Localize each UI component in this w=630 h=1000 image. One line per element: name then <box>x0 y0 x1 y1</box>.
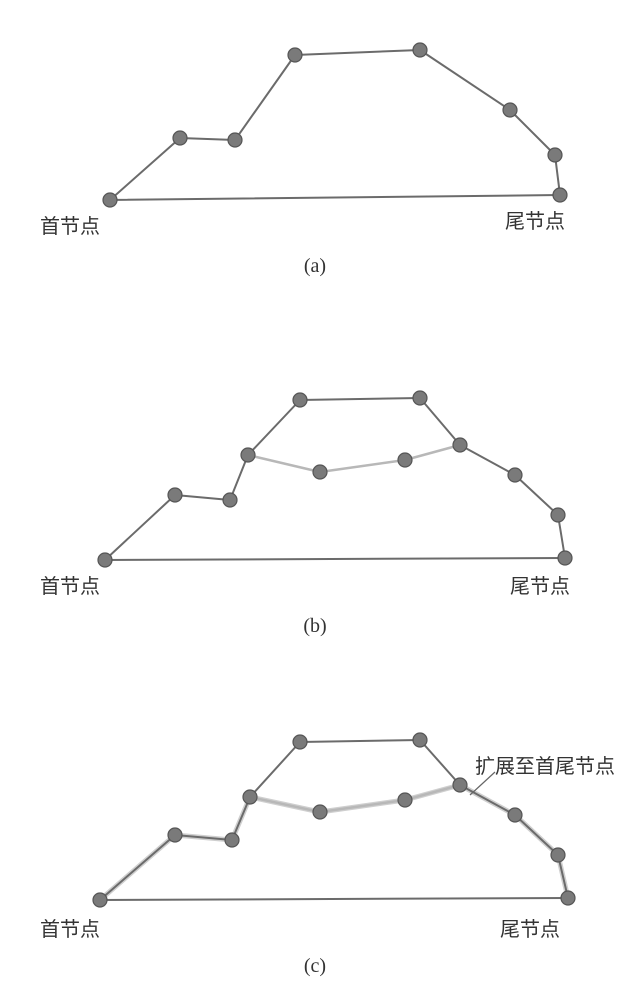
graph-svg-a <box>0 20 630 220</box>
graph-node <box>413 43 427 57</box>
edge <box>420 398 460 445</box>
panel-b: 首节点尾节点 <box>0 360 630 580</box>
diagram-container: 首节点尾节点(a)首节点尾节点(b)首节点尾节点扩展至首尾节点(c) <box>0 0 630 1000</box>
graph-node <box>228 133 242 147</box>
edge <box>515 815 558 855</box>
graph-node <box>293 735 307 749</box>
graph-node <box>173 131 187 145</box>
graph-node <box>223 493 237 507</box>
graph-svg-b <box>0 360 630 580</box>
edge <box>105 558 565 560</box>
edge <box>105 495 175 560</box>
inner-edge <box>250 797 320 812</box>
edge <box>180 138 235 140</box>
panel-caption-a: (a) <box>0 255 630 278</box>
graph-node <box>398 453 412 467</box>
node-label: 扩展至首尾节点 <box>475 750 615 779</box>
graph-node <box>551 508 565 522</box>
edge <box>110 195 560 200</box>
graph-node <box>508 808 522 822</box>
graph-node <box>313 805 327 819</box>
node-label: 尾节点 <box>510 570 570 599</box>
panel-c: 首节点尾节点扩展至首尾节点 <box>0 700 630 920</box>
graph-node <box>398 793 412 807</box>
edge <box>100 835 175 900</box>
graph-node <box>241 448 255 462</box>
edge <box>460 785 515 815</box>
graph-node <box>168 488 182 502</box>
graph-svg-c <box>0 700 630 920</box>
edge <box>300 740 420 742</box>
edge <box>420 740 460 785</box>
edge <box>460 445 515 475</box>
graph-node <box>453 778 467 792</box>
edge <box>175 495 230 500</box>
graph-node <box>548 148 562 162</box>
edge <box>295 50 420 55</box>
graph-node <box>558 551 572 565</box>
inner-edge <box>405 785 460 800</box>
graph-node <box>413 391 427 405</box>
graph-node <box>225 833 239 847</box>
node-label: 首节点 <box>40 570 100 599</box>
edge <box>100 898 568 900</box>
node-label: 尾节点 <box>505 205 565 234</box>
edge <box>510 110 555 155</box>
graph-node <box>103 193 117 207</box>
node-label: 尾节点 <box>500 913 560 942</box>
graph-node <box>243 790 257 804</box>
edge <box>248 400 300 455</box>
graph-node <box>93 893 107 907</box>
panel-caption-b: (b) <box>0 615 630 638</box>
panel-a: 首节点尾节点 <box>0 20 630 220</box>
inner-edge <box>320 800 405 812</box>
graph-node <box>551 848 565 862</box>
edge <box>300 398 420 400</box>
inner-edge <box>248 455 320 472</box>
panel-caption-c: (c) <box>0 955 630 978</box>
node-label: 首节点 <box>40 210 100 239</box>
edge <box>235 55 295 140</box>
node-label: 首节点 <box>40 913 100 942</box>
inner-edge <box>320 460 405 472</box>
graph-node <box>413 733 427 747</box>
graph-node <box>98 553 112 567</box>
graph-node <box>293 393 307 407</box>
graph-node <box>508 468 522 482</box>
graph-node <box>168 828 182 842</box>
graph-node <box>313 465 327 479</box>
graph-node <box>503 103 517 117</box>
edge <box>250 742 300 797</box>
inner-edge <box>405 445 460 460</box>
graph-node <box>553 188 567 202</box>
graph-node <box>288 48 302 62</box>
edge <box>420 50 510 110</box>
graph-node <box>561 891 575 905</box>
highlight-path <box>100 785 568 900</box>
edge <box>110 138 180 200</box>
edge <box>515 475 558 515</box>
graph-node <box>453 438 467 452</box>
